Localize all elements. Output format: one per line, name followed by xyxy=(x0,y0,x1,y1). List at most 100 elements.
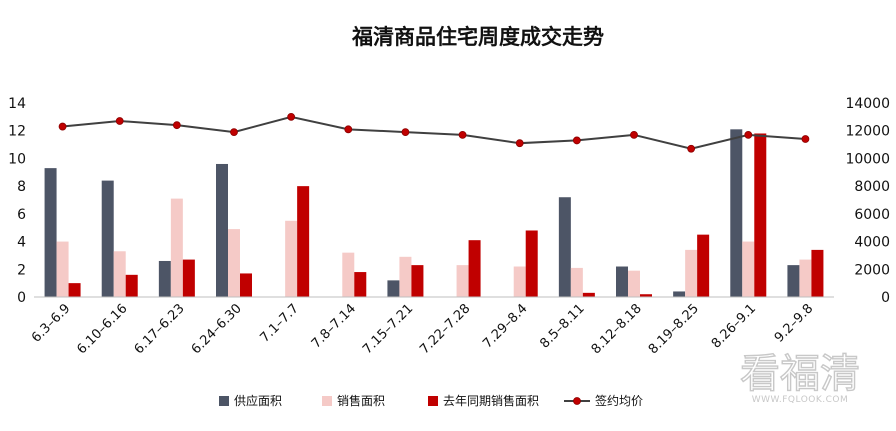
bar-1-10 xyxy=(616,266,628,297)
bar-2-13 xyxy=(799,259,812,297)
line-marker-13 xyxy=(801,135,810,143)
legend-swatch-1 xyxy=(219,396,229,406)
legend-label-3: 去年同期销售面积 xyxy=(443,393,539,408)
legend-marker-swatch xyxy=(573,397,581,405)
legend-swatch-3 xyxy=(428,396,438,406)
left-y-tick-label: 10 xyxy=(8,151,26,167)
x-tick-label: 9.2–9.8 xyxy=(772,301,816,345)
bar-2-4 xyxy=(285,220,298,297)
right-y-tick-label: 4000 xyxy=(854,235,890,251)
x-tick-label: 7.1–7.7 xyxy=(258,301,302,345)
line-marker-10 xyxy=(630,130,638,139)
right-y-tick-label: 14000 xyxy=(845,96,890,112)
bar-3-13 xyxy=(811,249,824,297)
bar-2-7 xyxy=(456,265,469,297)
bar-1-0 xyxy=(44,168,57,297)
x-tick-label: 7.22–7.28 xyxy=(417,301,473,357)
x-tick-label: 6.17–6.23 xyxy=(132,301,188,357)
line-marker-1 xyxy=(115,117,124,125)
bar-series-group xyxy=(44,129,824,297)
line-marker-5 xyxy=(344,125,353,134)
bar-3-0 xyxy=(68,283,81,297)
left-y-tick-label: 4 xyxy=(17,235,26,251)
x-tick-label: 7.29–8.4 xyxy=(480,301,530,351)
bar-2-12 xyxy=(742,241,755,297)
bar-3-1 xyxy=(125,274,138,297)
x-tick-label: 8.12–8.18 xyxy=(589,301,645,357)
bar-2-2 xyxy=(170,198,183,297)
bar-3-5 xyxy=(354,272,367,297)
right-y-tick-label: 10000 xyxy=(845,151,890,167)
left-y-tick-label: 8 xyxy=(17,179,26,195)
bar-1-9 xyxy=(558,197,571,297)
bar-3-4 xyxy=(297,186,310,297)
x-tick-label: 6.10–6.16 xyxy=(74,301,130,357)
bar-1-2 xyxy=(158,260,171,297)
bar-1-6 xyxy=(387,280,400,297)
left-y-tick-label: 2 xyxy=(17,262,26,278)
bar-3-3 xyxy=(240,273,252,297)
chart-title: 福清商品住宅周度成交走势 xyxy=(351,25,604,49)
x-tick-label: 8.5–8.11 xyxy=(537,301,587,351)
line-marker-8 xyxy=(515,139,524,148)
left-y-tick-label: 6 xyxy=(17,207,26,223)
bar-3-8 xyxy=(525,230,538,297)
legend: 供应面积 销售面积 去年同期销售面积 签约均价 xyxy=(219,393,643,408)
x-axis: 6.3–6.9 6.10–6.16 6.17–6.23 6.24–6.30 7.1–7.… xyxy=(29,296,834,357)
x-tick-label: 6.3–6.9 xyxy=(29,301,73,345)
bar-1-1 xyxy=(101,180,114,297)
line-marker-7 xyxy=(458,130,467,139)
bar-3-12 xyxy=(754,133,767,297)
line-marker-9 xyxy=(572,136,581,145)
right-y-tick-label: 12000 xyxy=(845,124,890,140)
bar-2-5 xyxy=(342,252,355,297)
line-marker-6 xyxy=(401,128,410,137)
bar-1-11 xyxy=(673,291,686,297)
bar-1-12 xyxy=(730,129,743,297)
bar-2-10 xyxy=(628,270,640,297)
bar-1-3 xyxy=(216,163,228,297)
line-marker-11 xyxy=(687,144,696,153)
bar-2-11 xyxy=(685,249,698,297)
bar-2-8 xyxy=(513,266,526,297)
line-series-group xyxy=(58,112,810,153)
line-marker-0 xyxy=(58,122,67,131)
right-y-tick-label: 0 xyxy=(881,290,890,306)
bar-3-11 xyxy=(697,234,710,297)
x-tick-label: 8.26–9.1 xyxy=(709,301,759,351)
right-y-tick-label: 6000 xyxy=(854,207,890,223)
right-y-axis: 0 2000 4000 6000 8000 10000 12000 14000 xyxy=(845,96,890,306)
legend-label-1: 供应面积 xyxy=(234,393,282,408)
x-tick-label: 7.15–7.21 xyxy=(360,301,416,357)
left-y-axis: 0 2 4 6 8 10 12 14 xyxy=(8,96,26,306)
bar-3-6 xyxy=(411,265,424,297)
bar-3-2 xyxy=(182,259,195,297)
bar-2-6 xyxy=(399,256,412,297)
watermark-url-text: WWW.FQLOOK.COM xyxy=(752,395,849,405)
watermark: 看福清 WWW.FQLOOK.COM xyxy=(739,350,860,405)
bar-3-9 xyxy=(582,292,595,297)
bar-1-13 xyxy=(787,265,800,297)
bar-3-7 xyxy=(468,240,481,297)
line-marker-4 xyxy=(287,112,296,121)
x-tick-label: 6.24–6.30 xyxy=(189,301,245,357)
legend-label-2: 销售面积 xyxy=(337,393,385,408)
line-marker-12 xyxy=(744,130,753,139)
legend-swatch-2 xyxy=(322,396,332,406)
x-tick-label: 7.8–7.14 xyxy=(309,301,359,351)
legend-label-4: 签约均价 xyxy=(595,393,643,408)
left-y-tick-label: 14 xyxy=(8,96,26,112)
bar-2-0 xyxy=(56,241,69,297)
right-y-tick-label: 8000 xyxy=(854,179,890,195)
bar-3-10 xyxy=(640,294,652,297)
left-y-tick-label: 12 xyxy=(8,124,26,140)
x-tick-label: 8.19–8.25 xyxy=(646,301,702,357)
line-marker-2 xyxy=(172,121,181,130)
line-marker-3 xyxy=(230,128,238,137)
bar-2-1 xyxy=(113,251,126,297)
line-series xyxy=(62,115,806,150)
right-y-tick-label: 2000 xyxy=(854,262,890,278)
bar-2-3 xyxy=(228,229,240,297)
